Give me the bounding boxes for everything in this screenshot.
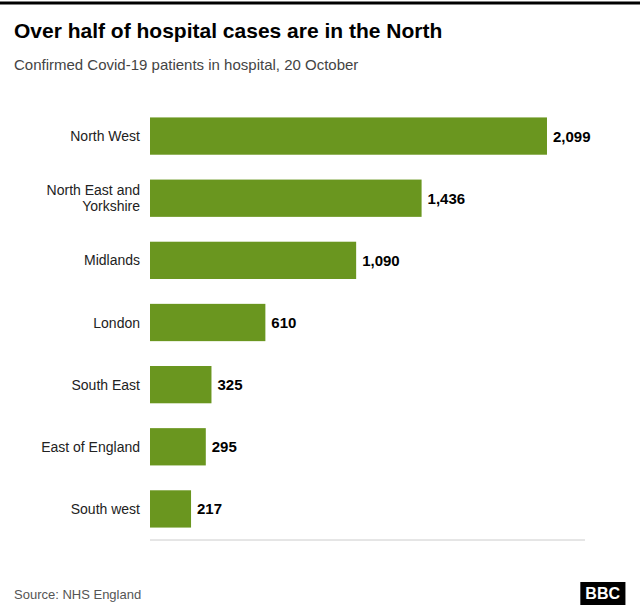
logo-box (580, 582, 625, 605)
data-label: 1,090 (362, 252, 400, 269)
bar (150, 428, 206, 465)
data-labels: 2,099 1,436 1,090 610 325 295 217 (197, 128, 590, 518)
data-label: 2,099 (553, 128, 591, 145)
category-label: East of England (41, 439, 140, 455)
category-label-line: South west (71, 501, 140, 517)
page: {"chart_data": {"type": "bar", "orientat… (0, 0, 640, 615)
category-label: North West (70, 128, 140, 144)
data-label: 295 (212, 438, 237, 455)
category-label: South East (72, 377, 141, 393)
category-label-line: South East (72, 377, 141, 393)
chart-container: Over half of hospital cases are in the N… (0, 0, 640, 615)
data-label: 217 (197, 500, 222, 517)
logo: BBC (580, 582, 625, 605)
category-label-line: North East and (47, 182, 140, 198)
category-label: Midlands (84, 252, 140, 268)
data-label: 610 (271, 314, 296, 331)
category-label: London (93, 315, 140, 331)
chart-svg: Over half of hospital cases are in the N… (0, 0, 640, 615)
category-label-line: North West (70, 128, 140, 144)
x-axis-line (150, 540, 585, 541)
logo-text: BBC (585, 585, 620, 602)
title: Over half of hospital cases are in the N… (14, 19, 442, 42)
bars (150, 117, 547, 527)
data-label: 1,436 (428, 190, 466, 207)
subtitle: Confirmed Covid-19 patients in hospital,… (14, 56, 358, 73)
category-label-line: London (93, 315, 140, 331)
source: Source: NHS England (14, 587, 141, 602)
bar (150, 304, 265, 341)
category-label-line: Midlands (84, 252, 140, 268)
category-label: North East andYorkshire (47, 182, 141, 214)
top-border (0, 2, 640, 5)
data-label: 325 (217, 376, 242, 393)
bar (150, 117, 547, 154)
bar (150, 366, 211, 403)
category-label: South west (71, 501, 140, 517)
bar (150, 490, 191, 527)
category-label-line: East of England (41, 439, 140, 455)
category-label-line: Yorkshire (82, 198, 140, 214)
bar (150, 180, 422, 217)
bar (150, 242, 356, 279)
category-labels: North West North East andYorkshire Midland… (41, 128, 140, 517)
